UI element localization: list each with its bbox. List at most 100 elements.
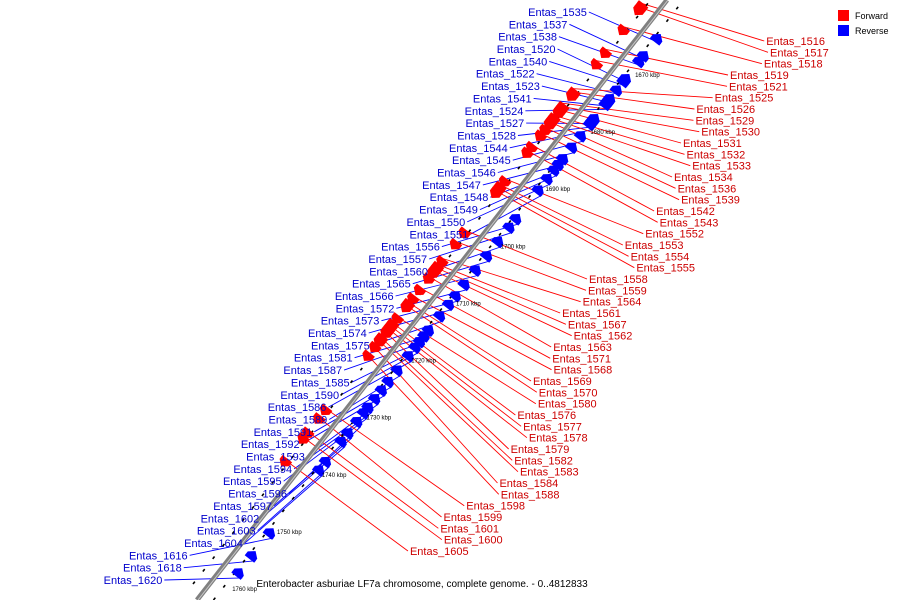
gene-arrow-entas-1580[interactable] <box>391 312 405 324</box>
gene-label[interactable]: Entas_1605 <box>410 546 469 558</box>
gene-label[interactable]: Entas_1547 <box>422 180 481 192</box>
gene-label[interactable]: Entas_1594 <box>233 464 292 476</box>
gene-label[interactable]: Entas_1537 <box>509 19 568 31</box>
gene-label[interactable]: Entas_1550 <box>406 217 465 229</box>
gene-arrow-entas-1545[interactable] <box>573 131 587 143</box>
gene-arrow-entas-1568[interactable] <box>407 292 420 304</box>
gene-label[interactable]: Entas_1535 <box>528 7 587 19</box>
gene-label[interactable]: Entas_1541 <box>473 93 532 105</box>
gene-arrow-entas-1535[interactable] <box>649 34 663 46</box>
gene-label[interactable]: Entas_1523 <box>481 81 540 93</box>
gene-arrow-entas-1524[interactable] <box>598 99 611 112</box>
gene-label[interactable]: Entas_1531 <box>683 138 742 150</box>
gene-label[interactable]: Entas_1577 <box>523 421 582 433</box>
gene-label[interactable]: Entas_1591 <box>254 427 313 439</box>
gene-label[interactable]: Entas_1567 <box>568 319 627 331</box>
gene-label[interactable]: Entas_1592 <box>241 439 300 451</box>
gene-arrow-entas-1593[interactable] <box>367 394 381 406</box>
gene-label[interactable]: Entas_1581 <box>294 353 353 365</box>
gene-arrow-entas-1552[interactable] <box>498 175 512 187</box>
gene-arrow-entas-1540[interactable] <box>616 76 629 89</box>
gene-arrow-entas-1603[interactable] <box>318 456 332 469</box>
gene-arrow-entas-1557[interactable] <box>502 222 515 235</box>
gene-label[interactable]: Entas_1603 <box>197 526 256 538</box>
gene-label[interactable]: Entas_1588 <box>501 489 560 501</box>
gene-label[interactable]: Entas_1539 <box>681 195 740 207</box>
gene-label[interactable]: Entas_1532 <box>687 149 746 161</box>
gene-arrow-entas-1526[interactable] <box>566 89 579 101</box>
gene-arrow-entas-1574[interactable] <box>441 299 455 312</box>
gene-label[interactable]: Entas_1561 <box>562 308 621 320</box>
gene-label[interactable]: Entas_1579 <box>511 444 570 456</box>
gene-arrow-entas-1571[interactable] <box>413 283 427 296</box>
gene-label[interactable]: Entas_1522 <box>476 69 535 81</box>
gene-label[interactable]: Entas_1590 <box>280 390 339 402</box>
gene-arrow-entas-1559[interactable] <box>449 237 463 250</box>
gene-arrow-entas-1605[interactable] <box>279 455 293 467</box>
gene-label[interactable]: Entas_1571 <box>552 353 611 365</box>
gene-arrow-entas-1584[interactable] <box>369 340 382 353</box>
gene-label[interactable]: Entas_1558 <box>589 274 648 286</box>
gene-label[interactable]: Entas_1529 <box>695 115 754 127</box>
gene-label[interactable]: Entas_1602 <box>201 513 260 525</box>
gene-label[interactable]: Entas_1530 <box>701 127 760 139</box>
gene-label[interactable]: Entas_1563 <box>553 342 612 354</box>
gene-label[interactable]: Entas_1575 <box>311 340 370 352</box>
gene-label[interactable]: Entas_1520 <box>497 44 556 56</box>
gene-label[interactable]: Entas_1521 <box>729 81 788 93</box>
gene-label[interactable]: Entas_1569 <box>533 376 592 388</box>
gene-label[interactable]: Entas_1570 <box>539 387 598 399</box>
gene-arrow-entas-1600[interactable] <box>297 432 311 444</box>
gene-label[interactable]: Entas_1572 <box>336 303 395 315</box>
gene-label[interactable]: Entas_1555 <box>636 263 695 275</box>
gene-arrow-entas-1572[interactable] <box>457 279 470 292</box>
gene-arrow-entas-1588[interactable] <box>362 349 375 361</box>
gene-label[interactable]: Entas_1533 <box>692 161 751 173</box>
gene-arrow-entas-1564[interactable] <box>436 255 449 267</box>
gene-label[interactable]: Entas_1601 <box>440 523 499 535</box>
gene-arrow-entas-1558[interactable] <box>458 226 472 238</box>
gene-arrow-entas-1616[interactable] <box>262 528 276 540</box>
gene-label[interactable]: Entas_1548 <box>430 192 489 204</box>
gene-label[interactable]: Entas_1573 <box>321 316 380 328</box>
gene-arrow-entas-1570[interactable] <box>400 300 413 313</box>
gene-label[interactable]: Entas_1542 <box>656 206 715 218</box>
gene-label[interactable]: Entas_1560 <box>369 266 428 278</box>
gene-arrow-entas-1563[interactable] <box>422 272 436 284</box>
gene-arrow-entas-1601[interactable] <box>301 426 315 438</box>
gene-label[interactable]: Entas_1587 <box>283 365 342 377</box>
gene-label[interactable]: Entas_1527 <box>465 118 524 130</box>
gene-arrow-entas-1604[interactable] <box>311 465 325 477</box>
gene-arrow-entas-1565[interactable] <box>479 251 493 263</box>
gene-arrow-entas-1522[interactable] <box>609 85 623 97</box>
gene-label[interactable]: Entas_1519 <box>730 70 789 82</box>
gene-arrow-entas-1542[interactable] <box>525 140 539 153</box>
gene-arrow-entas-1560[interactable] <box>490 236 504 249</box>
gene-arrow-entas-1579[interactable] <box>380 326 393 338</box>
gene-label[interactable]: Entas_1600 <box>444 535 503 547</box>
gene-arrow-entas-1543[interactable] <box>521 146 534 158</box>
gene-label[interactable]: Entas_1553 <box>625 240 684 252</box>
gene-label[interactable]: Entas_1578 <box>529 433 588 445</box>
gene-label[interactable]: Entas_1568 <box>554 365 613 377</box>
gene-arrow-entas-1595[interactable] <box>356 408 370 420</box>
gene-label[interactable]: Entas_1584 <box>499 478 558 490</box>
gene-label[interactable]: Entas_1554 <box>631 251 690 263</box>
gene-arrow-entas-1602[interactable] <box>334 436 347 449</box>
gene-label[interactable]: Entas_1580 <box>538 399 597 411</box>
gene-arrow-entas-1618[interactable] <box>244 551 258 563</box>
gene-label[interactable]: Entas_1545 <box>452 155 511 167</box>
gene-arrow-entas-1589[interactable] <box>390 365 403 377</box>
gene-label[interactable]: Entas_1534 <box>674 172 733 184</box>
gene-arrow-entas-1598[interactable] <box>319 403 333 416</box>
gene-label[interactable]: Entas_1546 <box>437 168 496 180</box>
gene-label[interactable]: Entas_1589 <box>269 414 328 426</box>
gene-label[interactable]: Entas_1517 <box>770 47 829 59</box>
gene-label[interactable]: Entas_1565 <box>352 279 411 291</box>
gene-arrow-entas-1596[interactable] <box>349 416 363 429</box>
gene-label[interactable]: Entas_1585 <box>291 377 350 389</box>
gene-arrow-entas-1537[interactable] <box>636 51 649 63</box>
gene-arrow-entas-1531[interactable] <box>552 106 566 118</box>
gene-label[interactable]: Entas_1549 <box>419 205 478 217</box>
gene-label[interactable]: Entas_1582 <box>514 455 573 467</box>
